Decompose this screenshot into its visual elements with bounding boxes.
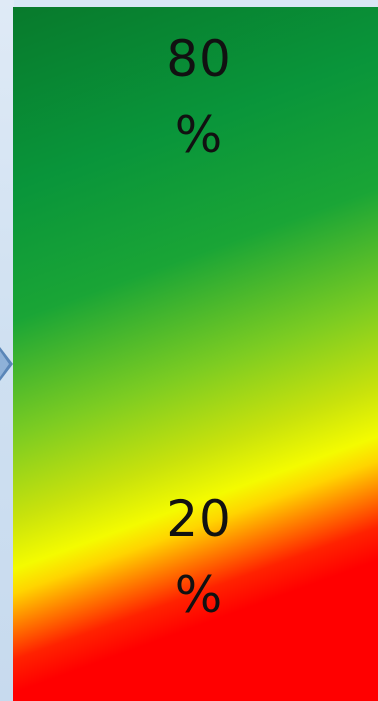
- upper-value: 80: [166, 30, 232, 88]
- upper-percentage-label: 80 %: [10, 30, 378, 164]
- lower-unit: %: [174, 566, 224, 624]
- arrow-right-icon-highlight: [0, 351, 9, 377]
- upper-unit: %: [174, 106, 224, 164]
- lower-percentage-label: 20 %: [10, 490, 378, 624]
- color-gradient-panel: [13, 7, 378, 701]
- lower-value: 20: [166, 490, 232, 548]
